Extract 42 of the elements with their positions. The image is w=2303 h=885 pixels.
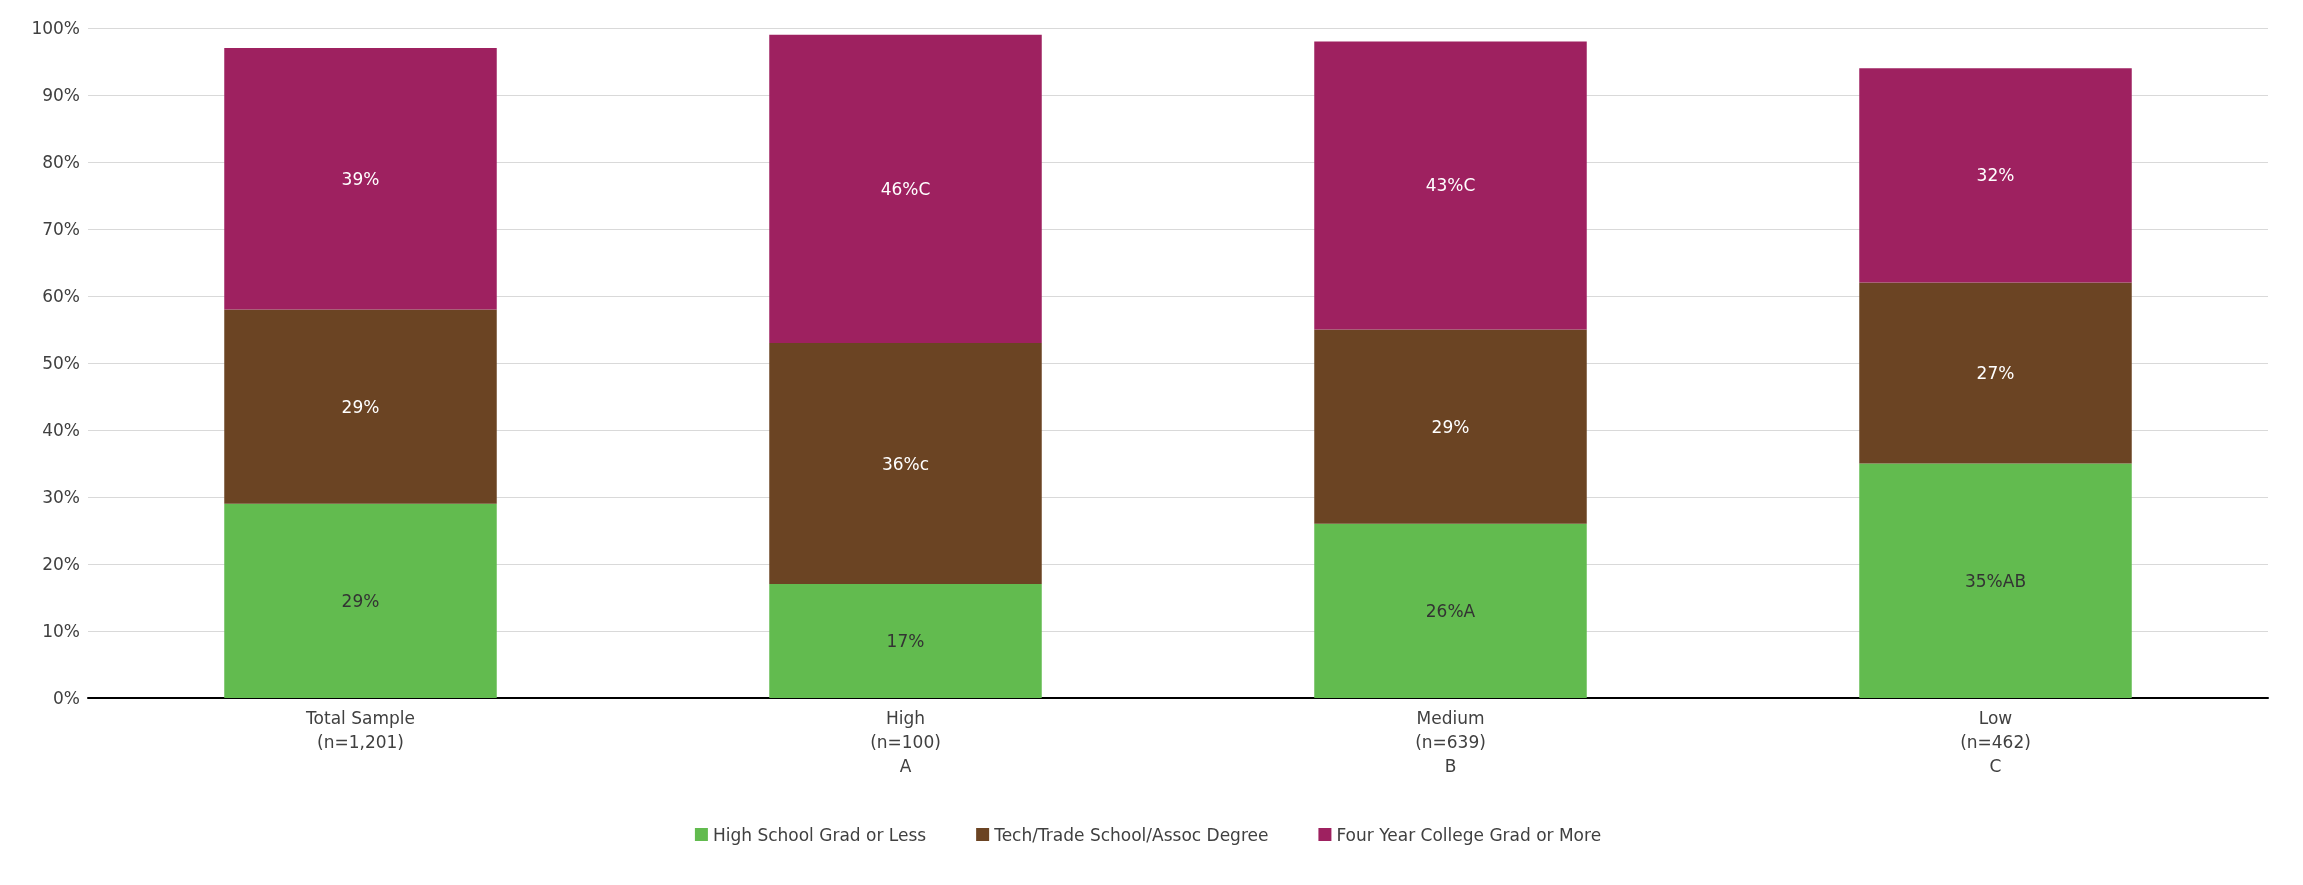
y-tick-label: 40% xyxy=(42,420,80,440)
bar xyxy=(1314,329,1587,524)
legend-label: Tech/Trade School/Assoc Degree xyxy=(993,824,1269,845)
y-tick-label: 70% xyxy=(42,219,80,239)
x-tick-label: Medium (n=639) B xyxy=(1415,708,1486,776)
data-label: 29% xyxy=(341,590,380,611)
y-tick-label: 30% xyxy=(42,487,80,507)
y-tick-label: 0% xyxy=(53,688,80,708)
data-label: 43%C xyxy=(1425,175,1476,196)
y-tick-label: 60% xyxy=(42,286,80,306)
data-label: 32% xyxy=(1976,165,2015,186)
data-label: 26%A xyxy=(1425,600,1476,621)
data-label: 27% xyxy=(1976,363,2015,384)
x-tick-label: High (n=100) A xyxy=(870,708,941,776)
y-tick-label: 20% xyxy=(42,554,80,574)
bar xyxy=(224,503,497,698)
y-tick-label: 10% xyxy=(42,621,80,641)
x-tick-label: Low (n=462) C xyxy=(1960,708,2031,776)
data-label: 29% xyxy=(341,396,380,417)
y-tick-label: 80% xyxy=(42,152,80,172)
bar xyxy=(1859,463,2132,698)
bar xyxy=(769,342,1042,585)
bar xyxy=(1859,68,2132,283)
y-tick-label: 50% xyxy=(42,353,80,373)
bar xyxy=(1314,41,1587,330)
bar xyxy=(769,584,1042,698)
bar xyxy=(224,48,497,310)
data-label: 36%c xyxy=(881,453,930,474)
x-tick-label: Total Sample (n=1,201) xyxy=(305,708,415,752)
legend-label: High School Grad or Less xyxy=(712,824,927,845)
bar xyxy=(1314,523,1587,698)
data-label: 39% xyxy=(341,168,380,189)
data-label: 35%AB xyxy=(1964,570,2027,591)
bar xyxy=(1859,282,2132,464)
y-tick-label: 90% xyxy=(42,85,80,105)
y-tick-label: 100% xyxy=(31,18,80,38)
data-label: 29% xyxy=(1431,416,1470,437)
data-label: 17% xyxy=(886,631,925,652)
bar xyxy=(769,34,1042,343)
data-label: 46%C xyxy=(880,178,931,199)
legend-label: Four Year College Grad or More xyxy=(1336,824,1602,845)
bar xyxy=(224,309,497,504)
